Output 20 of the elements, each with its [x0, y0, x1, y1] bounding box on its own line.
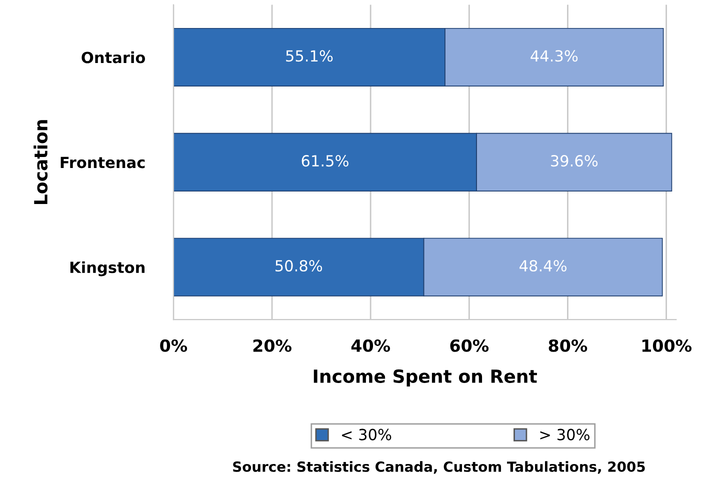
data-label: 48.4%	[520, 260, 566, 272]
x-tick-label: 80%	[548, 339, 588, 352]
y-tick-label: Kingston	[70, 261, 144, 276]
data-label: 50.8%	[276, 260, 322, 272]
source-note: Source: Statistics Canada, Custom Tabulations, 2005	[233, 461, 645, 474]
y-tick-label: Ontario	[82, 51, 146, 64]
x-axis-title: Income Spent on Rent	[314, 369, 537, 387]
data-label: 44.3%	[530, 50, 578, 62]
y-axis-title: Location	[34, 120, 48, 204]
x-tick-label: 20%	[253, 339, 292, 352]
x-tick-label: 100%	[642, 339, 692, 352]
y-tick-label: Frontenac	[60, 156, 145, 168]
x-tick-label: 0%	[160, 339, 188, 352]
legend-label: > 30%	[540, 428, 590, 440]
x-tick-label: 60%	[450, 339, 489, 352]
data-label: 55.1%	[286, 50, 333, 62]
data-label: 61.5%	[302, 155, 348, 167]
x-tick-label: 40%	[351, 339, 390, 352]
legend-label: < 30%	[342, 428, 392, 440]
data-label: 39.6%	[551, 155, 598, 167]
